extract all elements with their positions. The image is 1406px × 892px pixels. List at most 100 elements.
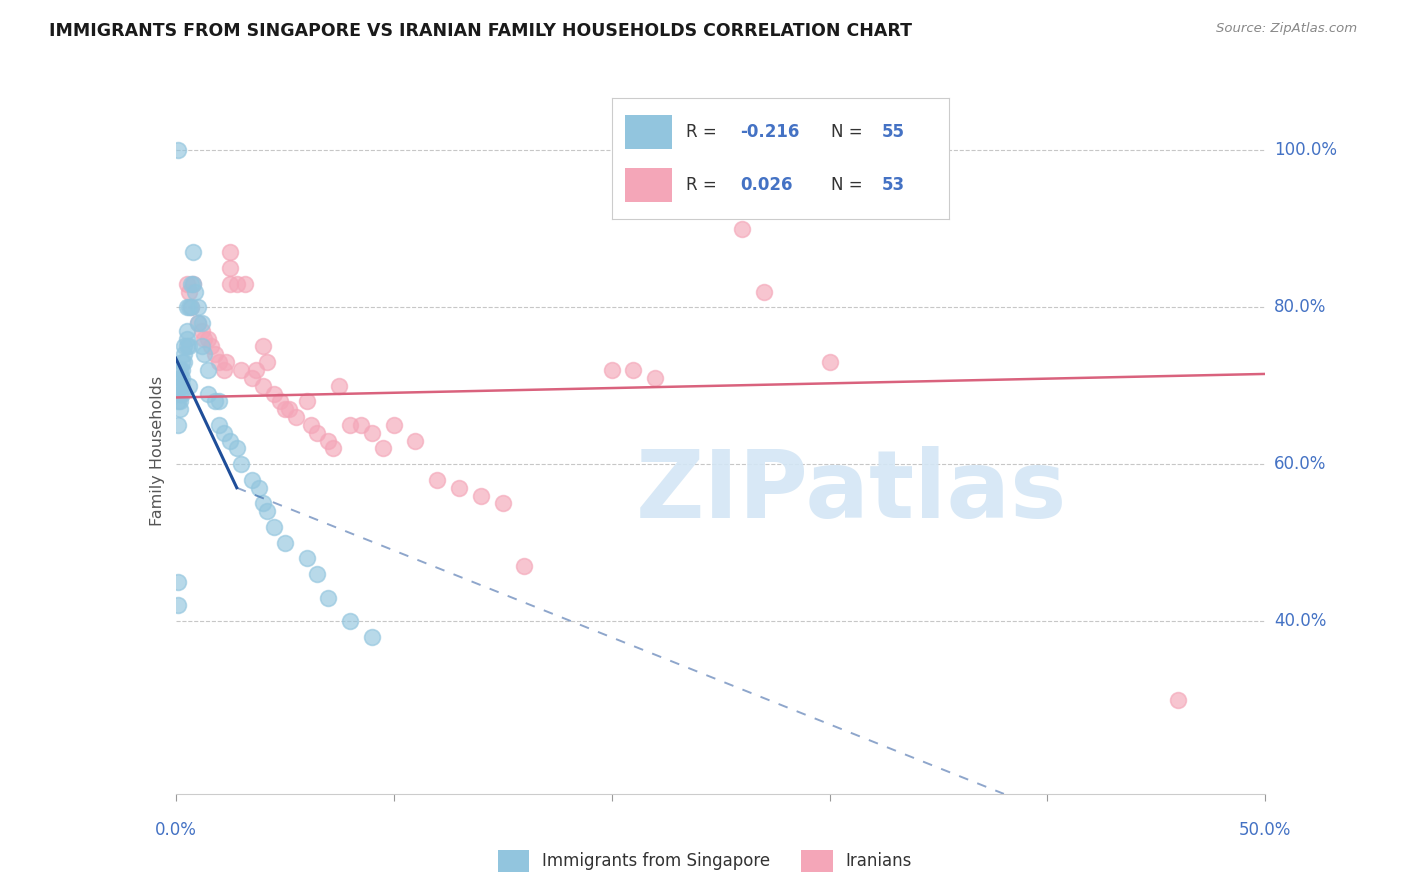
Text: 80.0%: 80.0% xyxy=(1274,298,1326,316)
Point xyxy=(231,457,253,471)
Point xyxy=(172,378,194,392)
Point xyxy=(269,394,291,409)
Point xyxy=(278,402,301,417)
Point xyxy=(274,535,297,549)
Point xyxy=(350,417,373,432)
Text: 53: 53 xyxy=(882,176,904,194)
Point xyxy=(600,363,623,377)
Point xyxy=(247,481,270,495)
Point xyxy=(197,332,219,346)
Text: 40.0%: 40.0% xyxy=(1274,612,1326,630)
Point xyxy=(212,425,235,440)
Point xyxy=(197,386,219,401)
Point xyxy=(186,316,209,330)
Point xyxy=(193,347,215,361)
Point xyxy=(181,245,204,260)
Point xyxy=(208,394,231,409)
Point xyxy=(360,425,382,440)
Point xyxy=(181,277,204,291)
Text: 50.0%: 50.0% xyxy=(1239,822,1292,839)
Point xyxy=(382,417,405,432)
Point xyxy=(204,347,226,361)
Bar xyxy=(801,849,832,872)
Point xyxy=(172,386,194,401)
Text: N =: N = xyxy=(831,123,868,141)
Point xyxy=(470,489,492,503)
Point xyxy=(167,378,190,392)
Point xyxy=(186,300,209,314)
Point xyxy=(274,402,297,417)
Point xyxy=(256,504,278,518)
Point xyxy=(169,386,191,401)
Point xyxy=(219,434,242,448)
Point xyxy=(176,339,198,353)
Point xyxy=(231,363,253,377)
Point xyxy=(339,417,361,432)
Point xyxy=(731,221,754,235)
Point xyxy=(204,394,226,409)
Point xyxy=(235,277,257,291)
Point xyxy=(263,386,285,401)
Point xyxy=(405,434,427,448)
Point xyxy=(318,434,340,448)
Point xyxy=(212,363,235,377)
Point xyxy=(191,339,214,353)
Point xyxy=(186,316,209,330)
Point xyxy=(208,417,231,432)
Point xyxy=(176,332,198,346)
Point xyxy=(252,496,274,510)
Y-axis label: Family Households: Family Households xyxy=(149,376,165,525)
Point xyxy=(225,277,247,291)
Point xyxy=(818,355,841,369)
Text: R =: R = xyxy=(686,176,721,194)
Point xyxy=(176,324,198,338)
Text: Iranians: Iranians xyxy=(846,852,912,870)
Text: 60.0%: 60.0% xyxy=(1274,455,1326,473)
Point xyxy=(307,425,329,440)
Point xyxy=(426,473,449,487)
Bar xyxy=(498,849,530,872)
Point xyxy=(169,394,191,409)
Point xyxy=(284,410,307,425)
Point xyxy=(180,300,202,314)
Point xyxy=(167,394,190,409)
Point xyxy=(318,591,340,605)
Point xyxy=(167,143,190,157)
Point xyxy=(193,332,215,346)
Point xyxy=(219,260,242,275)
Point xyxy=(197,363,219,377)
Point xyxy=(173,347,195,361)
Point xyxy=(219,245,242,260)
Point xyxy=(177,378,200,392)
Text: Immigrants from Singapore: Immigrants from Singapore xyxy=(543,852,770,870)
Point xyxy=(169,402,191,417)
Text: IMMIGRANTS FROM SINGAPORE VS IRANIAN FAMILY HOUSEHOLDS CORRELATION CHART: IMMIGRANTS FROM SINGAPORE VS IRANIAN FAM… xyxy=(49,22,912,40)
Point xyxy=(180,300,202,314)
Point xyxy=(295,551,318,566)
Point xyxy=(191,316,214,330)
Point xyxy=(339,614,361,628)
Point xyxy=(513,559,536,574)
Point xyxy=(754,285,776,299)
Point xyxy=(208,355,231,369)
Point xyxy=(1167,692,1189,706)
Text: 55: 55 xyxy=(882,123,904,141)
Point xyxy=(173,355,195,369)
Point xyxy=(295,394,318,409)
Point xyxy=(200,339,222,353)
Point xyxy=(447,481,470,495)
Point xyxy=(215,355,238,369)
Point xyxy=(328,378,350,392)
Point xyxy=(169,371,191,385)
Bar xyxy=(626,115,672,149)
Point xyxy=(172,355,194,369)
Point xyxy=(252,378,274,392)
Point xyxy=(263,520,285,534)
Point xyxy=(167,599,190,613)
Point xyxy=(177,300,200,314)
Point xyxy=(172,371,194,385)
Bar xyxy=(626,168,672,202)
Point xyxy=(307,567,329,582)
Point xyxy=(621,363,644,377)
Point xyxy=(371,442,394,456)
